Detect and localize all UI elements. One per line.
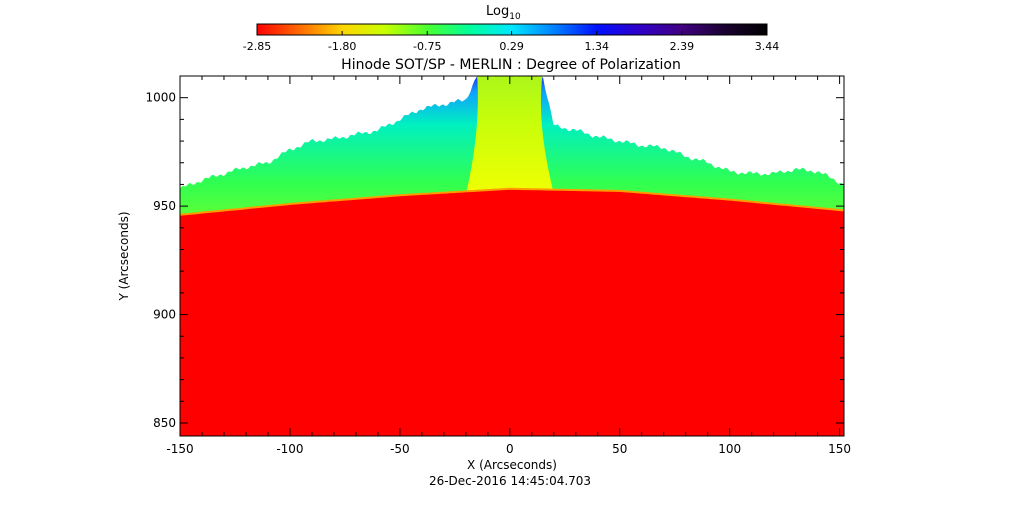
- y-tick-label: 950: [153, 199, 176, 213]
- chart-title: Hinode SOT/SP - MERLIN : Degree of Polar…: [341, 57, 681, 73]
- x-tick-label: -150: [166, 442, 193, 456]
- y-tick-label: 900: [153, 308, 176, 322]
- plot-area: [180, 76, 844, 436]
- x-tick-label: 150: [828, 442, 851, 456]
- x-tick-label: -50: [390, 442, 410, 456]
- y-axis-label: Y (Arcseconds): [117, 211, 131, 301]
- colorbar-tick-label: 2.39: [670, 40, 695, 53]
- x-tick-label: 0: [506, 442, 514, 456]
- y-tick-label: 1000: [145, 91, 176, 105]
- y-axis: 850 900 950 1000: [145, 75, 844, 430]
- colorbar-ticks: -2.85 -1.80 -0.75 0.29 1.34 2.39 3.44: [243, 31, 779, 53]
- colorbar-tick-label: -0.75: [413, 40, 441, 53]
- colorbar-label: Log10: [486, 4, 521, 22]
- colorbar-tick-label: 1.34: [584, 40, 609, 53]
- colorbar-tick-label: -2.85: [243, 40, 271, 53]
- colorbar-tick-label: 0.29: [499, 40, 524, 53]
- x-axis-label: X (Arcseconds): [467, 458, 557, 472]
- colorbar-label-text: Log: [486, 4, 509, 19]
- x-axis: -150 -100 -50 0 50 100 150: [166, 76, 851, 456]
- y-tick-label: 850: [153, 416, 176, 430]
- colorbar-tick-label: -1.80: [328, 40, 356, 53]
- bright-jet-feature: [466, 76, 553, 191]
- timestamp: 26-Dec-2016 14:45:04.703: [429, 474, 591, 488]
- x-tick-label: -100: [276, 442, 303, 456]
- x-tick-label: 50: [612, 442, 627, 456]
- colorbar-label-subscript: 10: [509, 12, 521, 22]
- solar-limb: [180, 187, 844, 216]
- solar-disk: [180, 188, 844, 436]
- colorbar-tick-label: 3.44: [755, 40, 780, 53]
- plot-frame: [179, 75, 845, 437]
- x-tick-label: 100: [718, 442, 741, 456]
